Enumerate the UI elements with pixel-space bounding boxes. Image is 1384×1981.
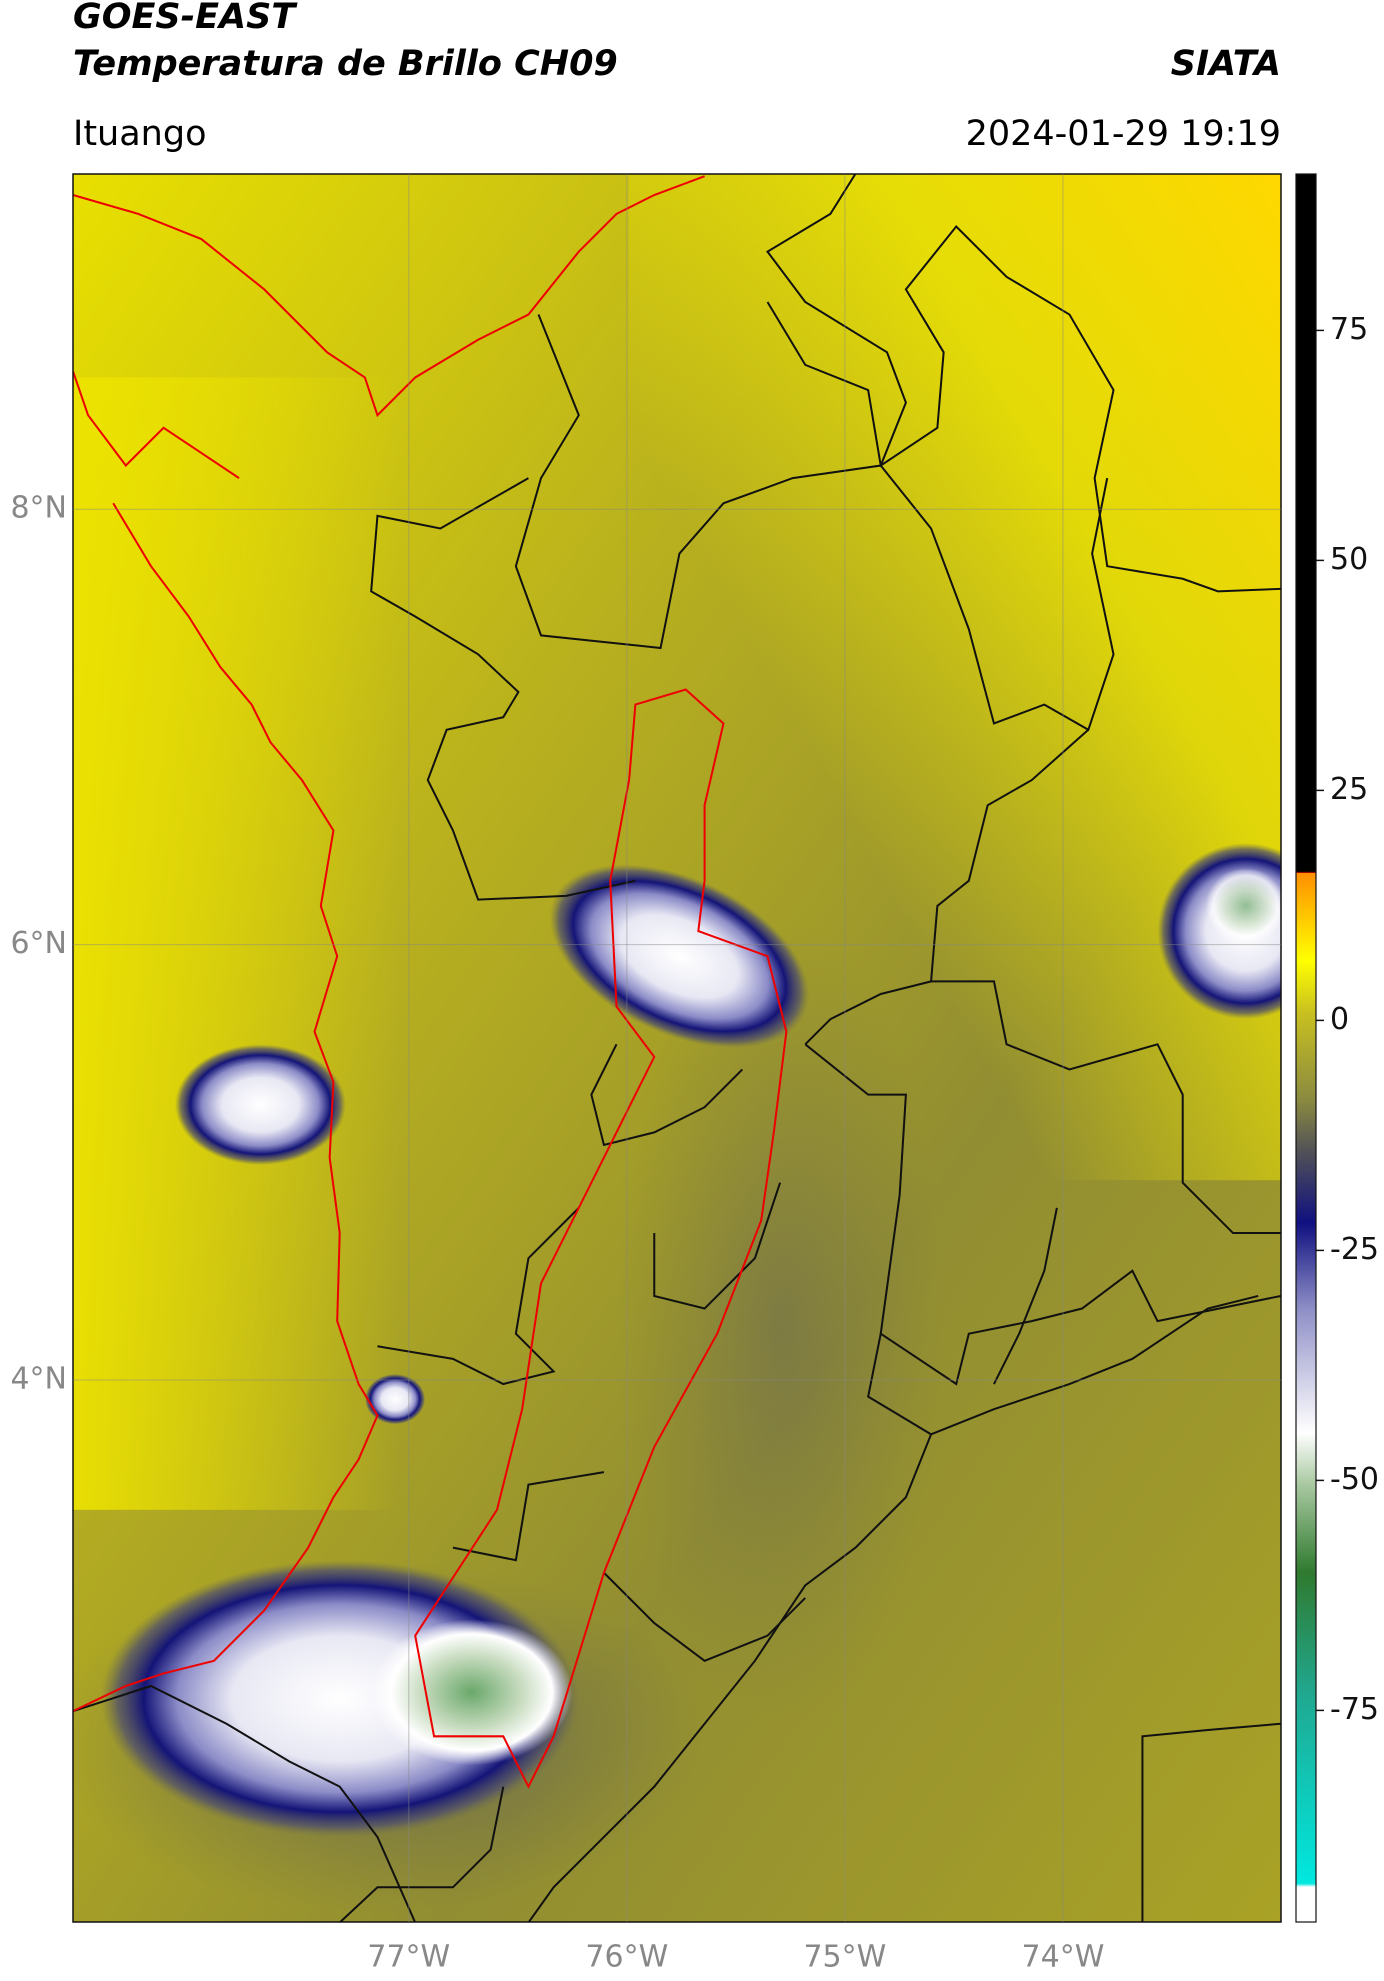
x-tick-label: 77°W <box>367 1940 450 1975</box>
title: GOES-EAST <box>73 0 298 37</box>
datetime: 2024-01-29 19:19 <box>966 114 1281 154</box>
colorbar-tick-label: 0 <box>1330 1002 1349 1037</box>
colorbar <box>1295 173 1317 1923</box>
y-tick-label: 4°N <box>10 1361 67 1396</box>
x-tick-label: 75°W <box>803 1940 886 1975</box>
y-tick-label: 6°N <box>10 926 67 961</box>
map-frame <box>72 173 1282 1923</box>
colorbar-tick-label: -50 <box>1330 1462 1379 1497</box>
map-art <box>72 173 1281 1923</box>
y-tick-label: 8°N <box>10 491 67 526</box>
location: Ituango <box>73 114 207 154</box>
colorbar-tick-label: 75 <box>1330 312 1368 347</box>
x-tick-label: 76°W <box>585 1940 668 1975</box>
colorbar-tick-label: -25 <box>1330 1232 1379 1267</box>
x-tick-label: 74°W <box>1022 1940 1105 1975</box>
colorbar-tick-label: 50 <box>1330 542 1368 577</box>
colorbar-tick-label: -75 <box>1330 1692 1379 1727</box>
source: SIATA <box>1171 44 1281 84</box>
subtitle: Temperatura de Brillo CH09 <box>73 44 618 84</box>
colorbar-tick-label: 25 <box>1330 772 1368 807</box>
